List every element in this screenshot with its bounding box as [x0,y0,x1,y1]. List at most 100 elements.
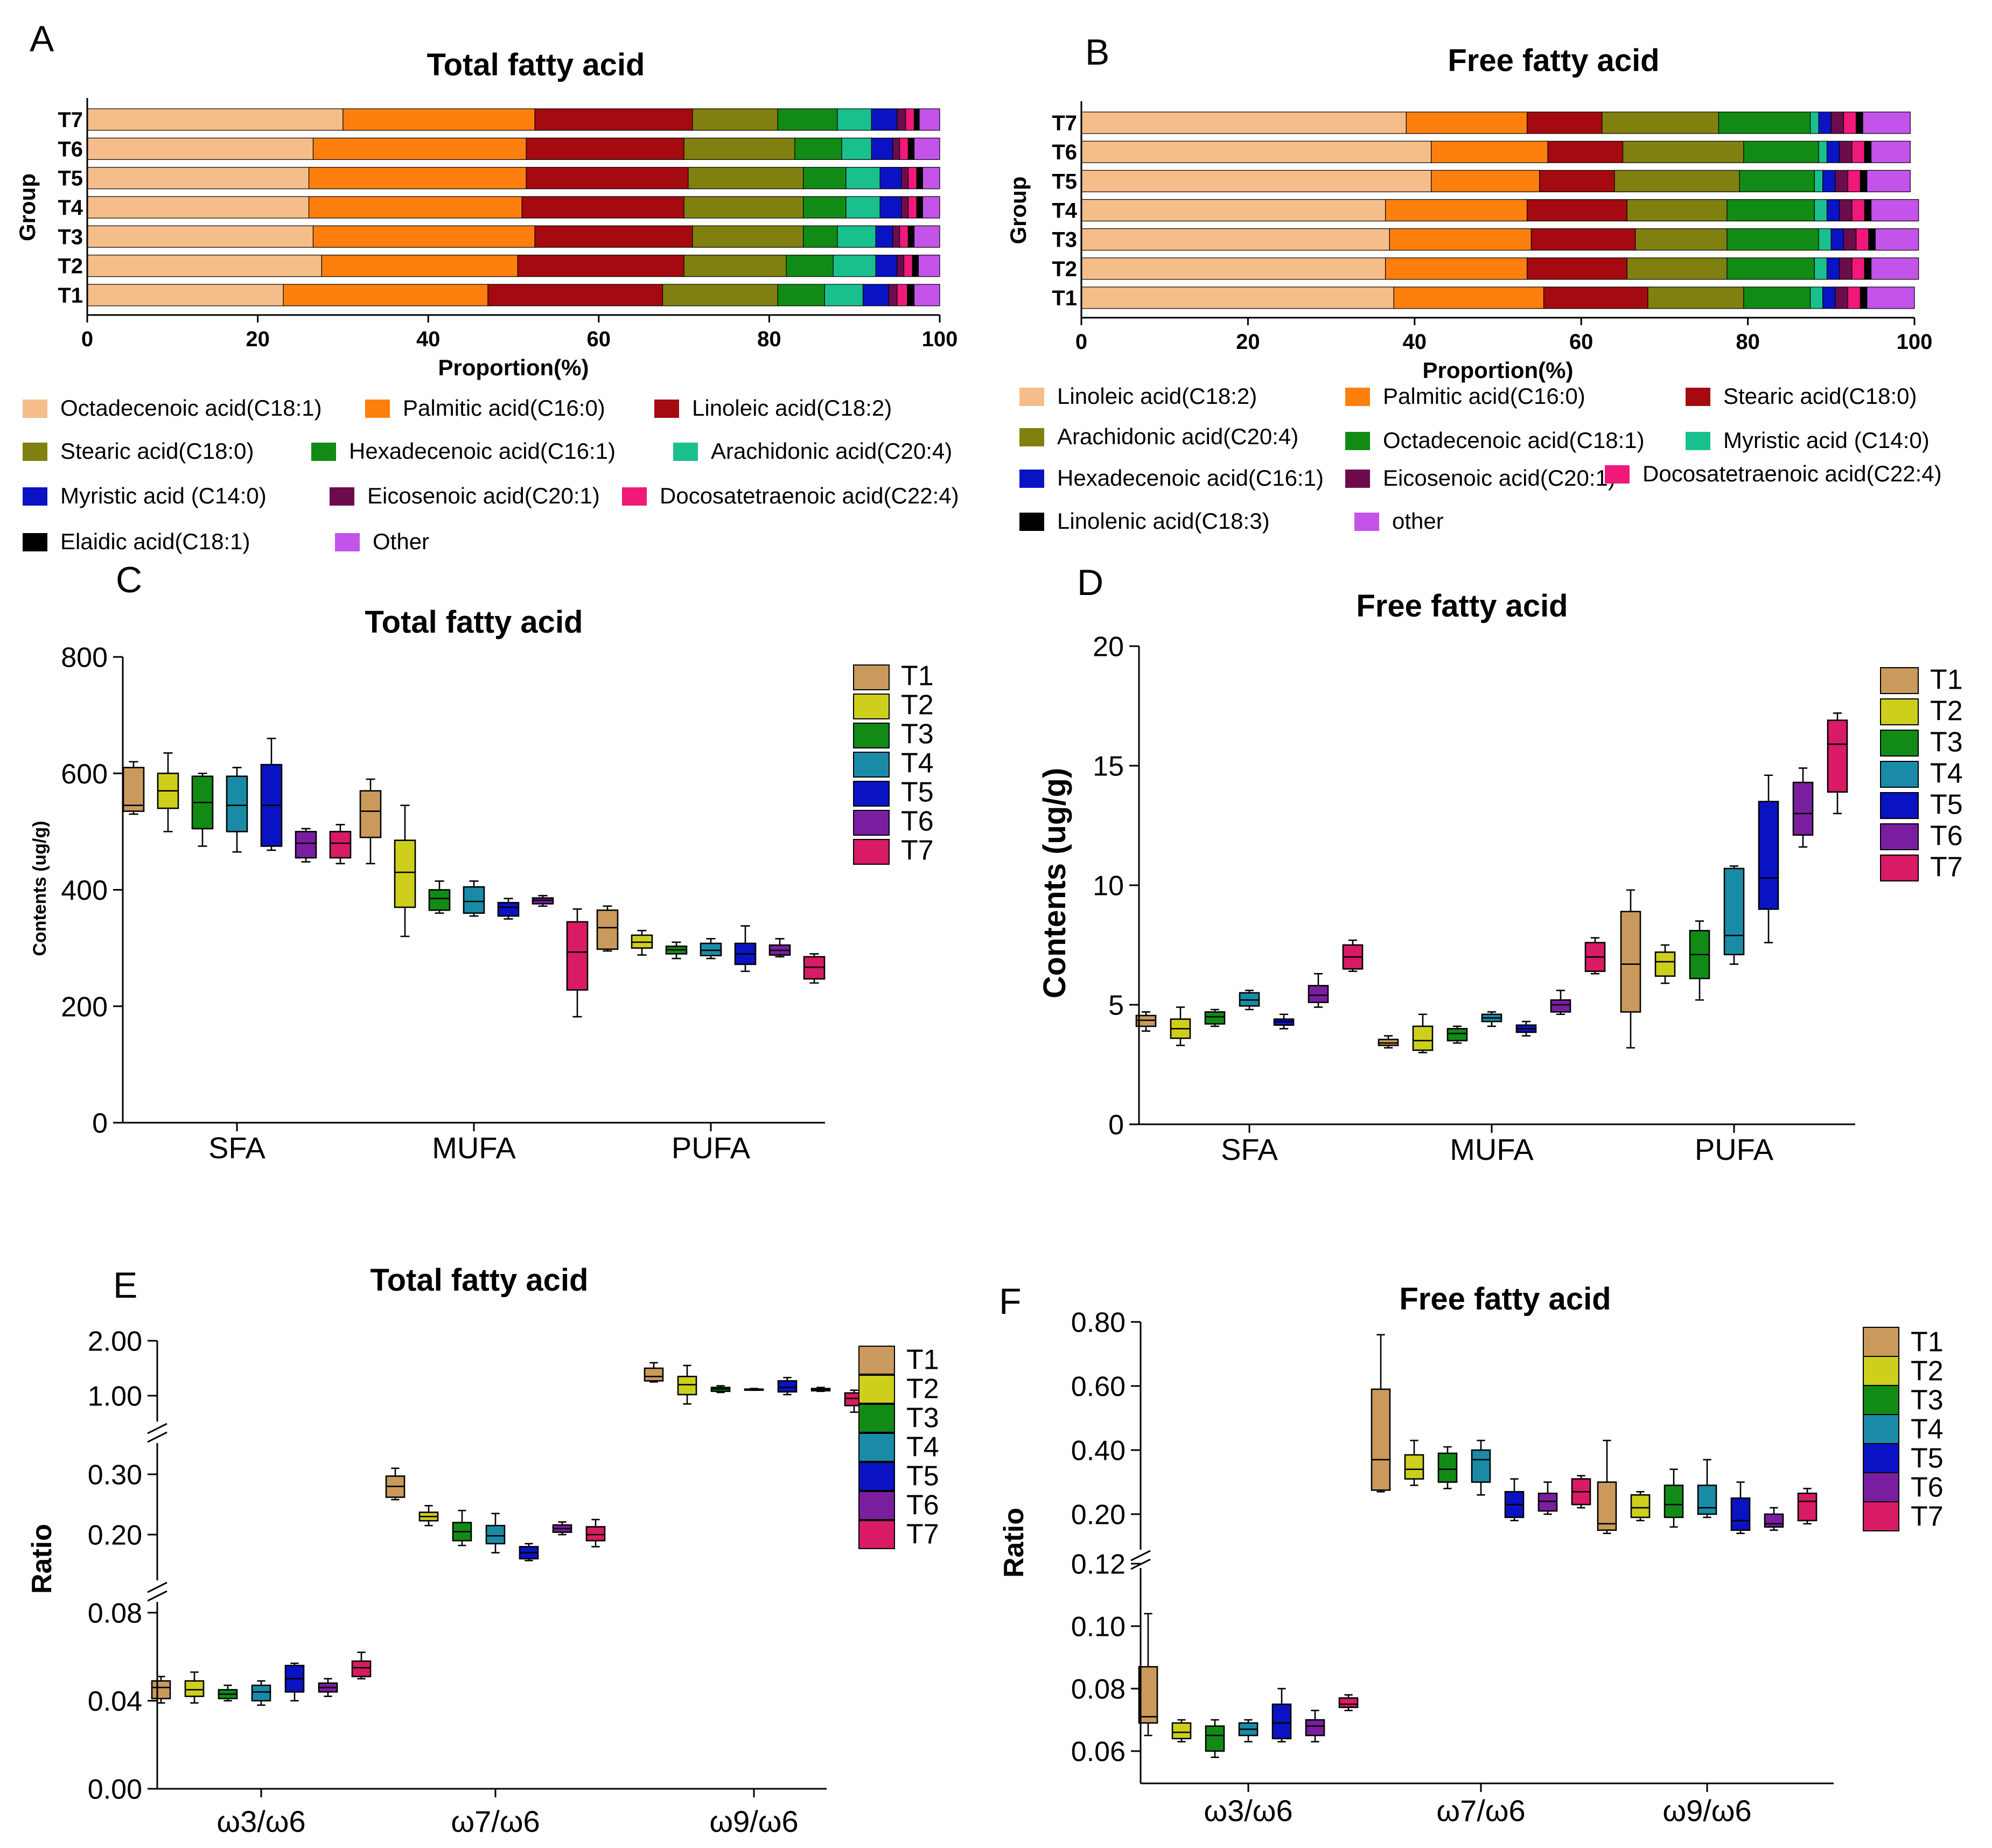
legend-label: T6 [906,1490,939,1521]
bar-segment [1635,228,1728,251]
bar-segment [321,255,519,277]
box-iqr [1550,999,1571,1013]
box-iqr [122,767,145,812]
bar-segment [1527,111,1603,134]
y-tick-label: 200 [61,991,108,1023]
bar-segment [837,108,872,131]
bar-segment [907,137,915,160]
legend-swatch [853,810,890,836]
bar-segment [1743,141,1819,163]
bar-segment [1867,170,1911,192]
box-iqr [1271,1703,1292,1740]
box-iqr [777,1380,798,1393]
bar-segment [1081,257,1386,280]
y-tick-label: 0.08 [1071,1674,1126,1705]
bar-segment [1527,199,1627,222]
category-label: T3 [1052,228,1077,252]
x-axis-title: Proportion(%) [438,355,589,380]
box-iqr [596,909,619,950]
y-axis-title: Ratio [26,1524,58,1594]
panel-letter-a: A [30,18,54,59]
bar-segment [888,284,898,306]
bar-segment [1860,170,1868,192]
bar-segment [1843,228,1857,251]
legend-label: Linoleic acid(C18:2) [1057,383,1257,409]
bar-segment [1814,199,1828,222]
y-tick-label: 800 [61,642,108,674]
box-iqr [394,839,416,908]
legend-label: Arachidonic acid(C20:4) [1057,424,1298,449]
box-iqr [1308,985,1329,1003]
category-label: T5 [58,167,83,191]
y-tick-label: 1.00 [88,1381,142,1412]
bar-segment [862,284,889,306]
legend-swatch [330,487,354,506]
bar-segment [845,167,880,190]
legend-label: Stearic acid(C18:0) [1723,383,1917,409]
legend-swatch [335,533,360,551]
y-tick-label: 0.10 [1071,1612,1126,1643]
x-tick-label: 40 [1403,330,1427,354]
legend-label: Hexadecenoic acid(C16:1) [349,438,616,464]
legend-label: Arachidonic acid(C20:4) [711,438,952,464]
bar-segment [803,225,838,248]
bar-segment [879,167,902,190]
bar-segment [1843,111,1857,134]
legend-swatch [1354,513,1379,531]
legend-swatch [1605,465,1630,484]
legend-swatch [853,781,890,807]
box-iqr [1597,1481,1617,1531]
y-tick-label: 2.00 [88,1326,142,1357]
box-iqr [1338,1697,1359,1709]
box-iqr [566,921,589,991]
panel-d: D Free fatty acid SFA MUFA PUFA 0 5 10 15 20 Cont… [1037,562,1963,1166]
box-iqr [329,831,352,859]
legend-swatch [622,487,647,506]
bar-segment [803,167,847,190]
category-label: T2 [58,255,83,278]
legend-swatch [673,443,698,461]
legend-swatch [858,1433,895,1462]
legend-swatch [858,1375,895,1404]
bar-segment [905,108,915,131]
box-iqr [1797,1493,1818,1522]
bar-segment [87,196,310,219]
legend-swatch [858,1491,895,1520]
bar-segment [1864,257,1872,280]
chart-title: Free fatty acid [1356,589,1568,624]
panel-b: B Free fatty acid T1 T2 T3 T4 T5 T6 T7 0 20 40 60 80… [1005,32,1942,534]
bar-segment [87,225,314,248]
bar-segment [1718,111,1811,134]
bar-segment [912,255,919,277]
axis-break-mark [147,1581,167,1593]
legend-label: Palmitic acid(C16:0) [1383,383,1585,409]
y-tick-label: 20 [1093,632,1124,663]
legend-swatch [1686,388,1710,406]
bar-segment [1393,286,1544,309]
legend-swatch [1880,855,1919,881]
bar-segment [662,284,778,306]
legend-swatch [1019,388,1044,406]
bar-segment [907,167,917,190]
legend-swatch [853,694,890,719]
legend-label: T3 [901,719,934,750]
legend-label: Linoleic acid(C18:2) [692,395,892,421]
legend-swatch [1880,698,1919,725]
category-label: T4 [1052,199,1077,223]
bar-segment [692,108,778,131]
axis-break-mark [147,1590,167,1602]
y-axis-title: Contents (ug/g) [30,821,50,956]
legend-label: Linolenic acid(C18:3) [1057,508,1270,534]
legend-label: Myristic acid (C14:0) [60,483,267,508]
bar-segment [913,225,940,248]
x-tick-label: 100 [922,327,958,351]
y-axis-title: Group [15,173,40,241]
box-iqr [1664,1485,1684,1518]
legend-label: T2 [906,1374,939,1405]
group-label: ω3/ω6 [1204,1794,1292,1828]
category-label: T4 [58,196,83,220]
legend-swatch [23,487,47,506]
axis-break-mark [147,1423,167,1434]
axis-break-mark [1130,1550,1151,1562]
bar-segment [87,137,314,160]
